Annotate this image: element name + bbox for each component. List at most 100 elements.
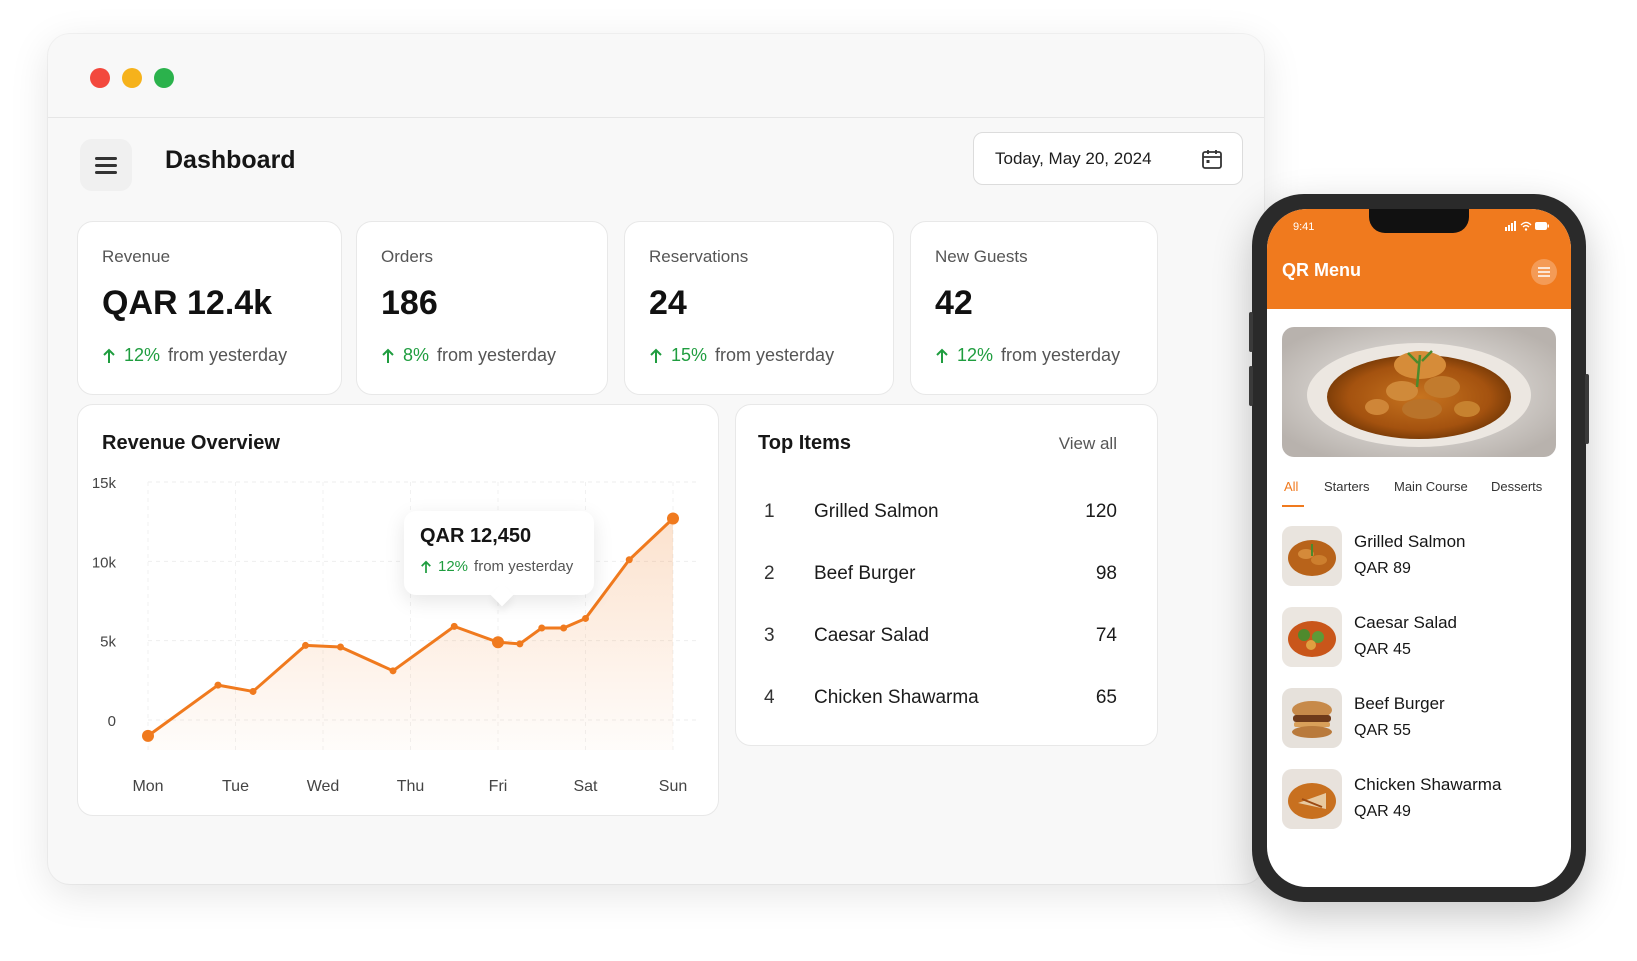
top-item-count: 120 — [1085, 501, 1117, 522]
stat-card-orders[interactable]: Orders 186 8% from yesterday — [356, 221, 608, 395]
x-tick-label: Sat — [573, 778, 598, 795]
top-item-name: Chicken Shawarma — [814, 687, 979, 708]
page-title: Dashboard — [165, 146, 296, 174]
maximize-window-button[interactable] — [154, 68, 174, 88]
y-tick-label: 10k — [92, 554, 117, 571]
stat-value: 24 — [649, 284, 687, 322]
data-point — [492, 636, 504, 649]
menu-item[interactable]: Caesar Salad QAR 45 — [1282, 607, 1556, 669]
stat-card-reservations[interactable]: Reservations 24 15% from yesterday — [624, 221, 894, 395]
stat-value: QAR 12.4k — [102, 284, 273, 322]
menu-button[interactable] — [80, 139, 132, 191]
data-point — [214, 681, 222, 689]
hero-dish-image — [1282, 327, 1556, 457]
stat-label: Revenue — [102, 247, 171, 266]
status-time: 9:41 — [1293, 221, 1315, 233]
menu-item-thumbnail — [1282, 607, 1342, 667]
x-tick-label: Sun — [659, 778, 687, 795]
stat-value: 186 — [381, 284, 438, 322]
revenue-overview-title: Revenue Overview — [102, 432, 280, 454]
status-icons — [1505, 221, 1549, 231]
top-items-title: Top Items — [758, 432, 851, 454]
stat-card-revenue[interactable]: Revenue QAR 12.4k 12% from yesterday — [77, 221, 342, 395]
chart-tooltip: QAR 12,450 12% from yesterday — [404, 511, 594, 595]
top-item-name: Grilled Salmon — [814, 501, 939, 522]
category-tabs: All Starters Main Course Desserts — [1282, 479, 1562, 515]
phone-volume-button — [1249, 312, 1253, 352]
stat-change-suffix: from yesterday — [437, 345, 557, 365]
menu-icon — [1538, 267, 1550, 277]
stat-change-value: 8% — [403, 345, 430, 365]
stat-label: Orders — [381, 247, 433, 266]
stat-change: 12% from yesterday — [102, 345, 317, 366]
arrow-up-icon — [936, 348, 948, 363]
menu-item-thumbnail — [1282, 688, 1342, 748]
phone-screen: 9:41 QR Menu — [1267, 209, 1571, 887]
phone-volume-button — [1249, 366, 1253, 406]
menu-item-name: Caesar Salad — [1354, 613, 1458, 632]
top-item-row[interactable]: 2 Beef Burger 98 — [764, 559, 1117, 589]
top-item-count: 98 — [1095, 563, 1117, 584]
top-item-row[interactable]: 3 Caesar Salad 74 — [764, 621, 1117, 651]
stat-change-value: 12% — [957, 345, 994, 365]
tab-main-course[interactable]: Main Course — [1394, 479, 1468, 494]
x-tick-label: Mon — [132, 778, 163, 795]
menu-item[interactable]: Chicken Shawarma QAR 49 — [1282, 769, 1556, 831]
tab-starters[interactable]: Starters — [1324, 479, 1370, 494]
data-point — [142, 729, 154, 742]
top-items-panel: Top Items View all 1 Grilled Salmon 120 … — [735, 404, 1158, 746]
top-item-name: Caesar Salad — [814, 625, 930, 646]
data-point — [582, 614, 589, 622]
top-item-rank: 1 — [764, 501, 775, 522]
top-item-row[interactable]: 1 Grilled Salmon 120 — [764, 497, 1117, 527]
menu-item[interactable]: Beef Burger QAR 55 — [1282, 688, 1556, 750]
top-item-rank: 2 — [764, 563, 775, 584]
stat-change-value: 12% — [124, 345, 161, 365]
x-tick-label: Thu — [397, 778, 425, 795]
date-picker[interactable]: Today, May 20, 2024 — [973, 132, 1243, 185]
menu-item[interactable]: Grilled Salmon QAR 89 — [1282, 526, 1556, 588]
minimize-window-button[interactable] — [122, 68, 142, 88]
window-titlebar — [48, 34, 1264, 118]
app-header: 9:41 QR Menu — [1267, 209, 1571, 309]
menu-item-name: Beef Burger — [1354, 694, 1445, 713]
stat-change: 15% from yesterday — [649, 345, 869, 366]
arrow-up-icon — [650, 348, 662, 363]
menu-item-name: Grilled Salmon — [1354, 532, 1466, 551]
stat-value: 42 — [935, 284, 973, 322]
revenue-line — [147, 517, 675, 738]
app-menu-button[interactable] — [1531, 259, 1557, 285]
stat-change-value: 15% — [671, 345, 708, 365]
close-window-button[interactable] — [90, 68, 110, 88]
tooltip-value: QAR 12,450 — [420, 525, 532, 547]
dish-photo — [1282, 327, 1556, 457]
x-tick-label: Wed — [307, 778, 340, 795]
stat-label: Reservations — [649, 247, 749, 266]
menu-item-price: QAR 45 — [1354, 641, 1411, 658]
top-item-count: 65 — [1095, 687, 1117, 708]
app-title: QR Menu — [1282, 260, 1361, 280]
menu-item-price: QAR 89 — [1354, 560, 1411, 577]
x-tick-label: Tue — [222, 778, 249, 795]
top-item-row[interactable]: 4 Chicken Shawarma 65 — [764, 683, 1117, 713]
data-point — [302, 641, 309, 649]
tab-desserts[interactable]: Desserts — [1491, 479, 1543, 494]
arrow-up-icon — [382, 348, 394, 363]
revenue-chart[interactable]: 0 5k 10k 15k Mon Tue Wed Thu Fri Sat Sun — [78, 405, 720, 817]
tooltip-change-value: 12% — [438, 558, 469, 575]
view-all-link[interactable]: View all — [1058, 434, 1117, 453]
stat-change-suffix: from yesterday — [1001, 345, 1121, 365]
phone-notch — [1369, 209, 1469, 233]
stat-change: 8% from yesterday — [381, 345, 583, 366]
arrow-up-icon — [103, 348, 115, 363]
y-tick-label: 15k — [92, 475, 117, 492]
menu-item-thumbnail — [1282, 526, 1342, 586]
top-item-rank: 3 — [764, 625, 775, 646]
data-point — [337, 643, 344, 651]
data-point — [450, 622, 458, 630]
data-point — [516, 640, 524, 648]
x-tick-label: Fri — [489, 778, 508, 795]
date-value: Today, May 20, 2024 — [995, 148, 1152, 168]
tab-all[interactable]: All — [1284, 479, 1299, 494]
stat-card-new-guests[interactable]: New Guests 42 12% from yesterday — [910, 221, 1158, 395]
